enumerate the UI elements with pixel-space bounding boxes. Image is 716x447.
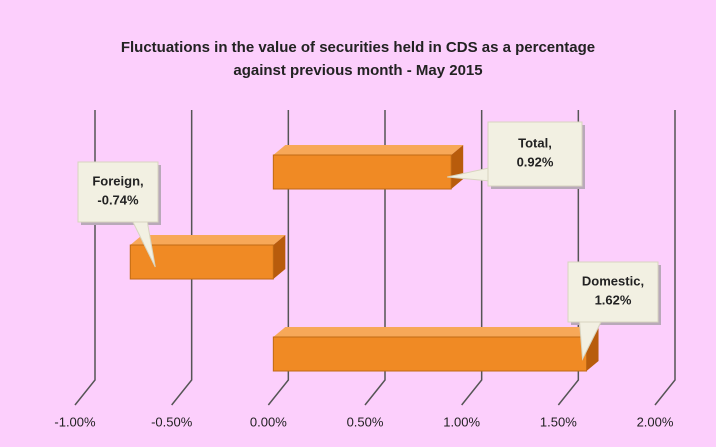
grid-line [557, 110, 580, 406]
callout-box [487, 121, 583, 187]
bar-front [272, 336, 588, 372]
bar-front [272, 154, 452, 190]
bar-top [273, 145, 464, 155]
x-tick-label: 1.50% [540, 414, 577, 429]
data-callout: Domestic, 1.62% [567, 261, 661, 361]
data-callout: Foreign, -0.74% [77, 161, 161, 268]
grid-line [654, 110, 676, 406]
bar-side [273, 235, 286, 279]
grid-line [364, 110, 386, 406]
grid-line [461, 110, 483, 406]
bar-top [130, 235, 286, 245]
x-tick-label: -0.50% [151, 414, 193, 429]
bar [272, 145, 464, 190]
grid-line [74, 110, 96, 406]
chart-title: Fluctuations in the value of securities … [120, 39, 596, 79]
x-tick-label: 0.50% [347, 414, 384, 429]
x-tick-label: 0.00% [250, 414, 287, 429]
callout-box [77, 161, 159, 223]
grid-line [171, 110, 193, 406]
data-label: Foreign, -0.74% [92, 174, 143, 208]
grid-line [267, 110, 290, 406]
bar [272, 327, 599, 372]
x-tick-label: -1.00% [54, 414, 96, 429]
bar-top [273, 327, 599, 337]
x-tick-label: 2.00% [637, 414, 674, 429]
callout-box [567, 261, 659, 323]
x-tick-label: 1.00% [443, 414, 480, 429]
data-label: Total, 0.92% [517, 136, 554, 170]
data-callout: Total, 0.92% [447, 121, 585, 189]
data-label: Domestic, 1.62% [582, 274, 644, 308]
